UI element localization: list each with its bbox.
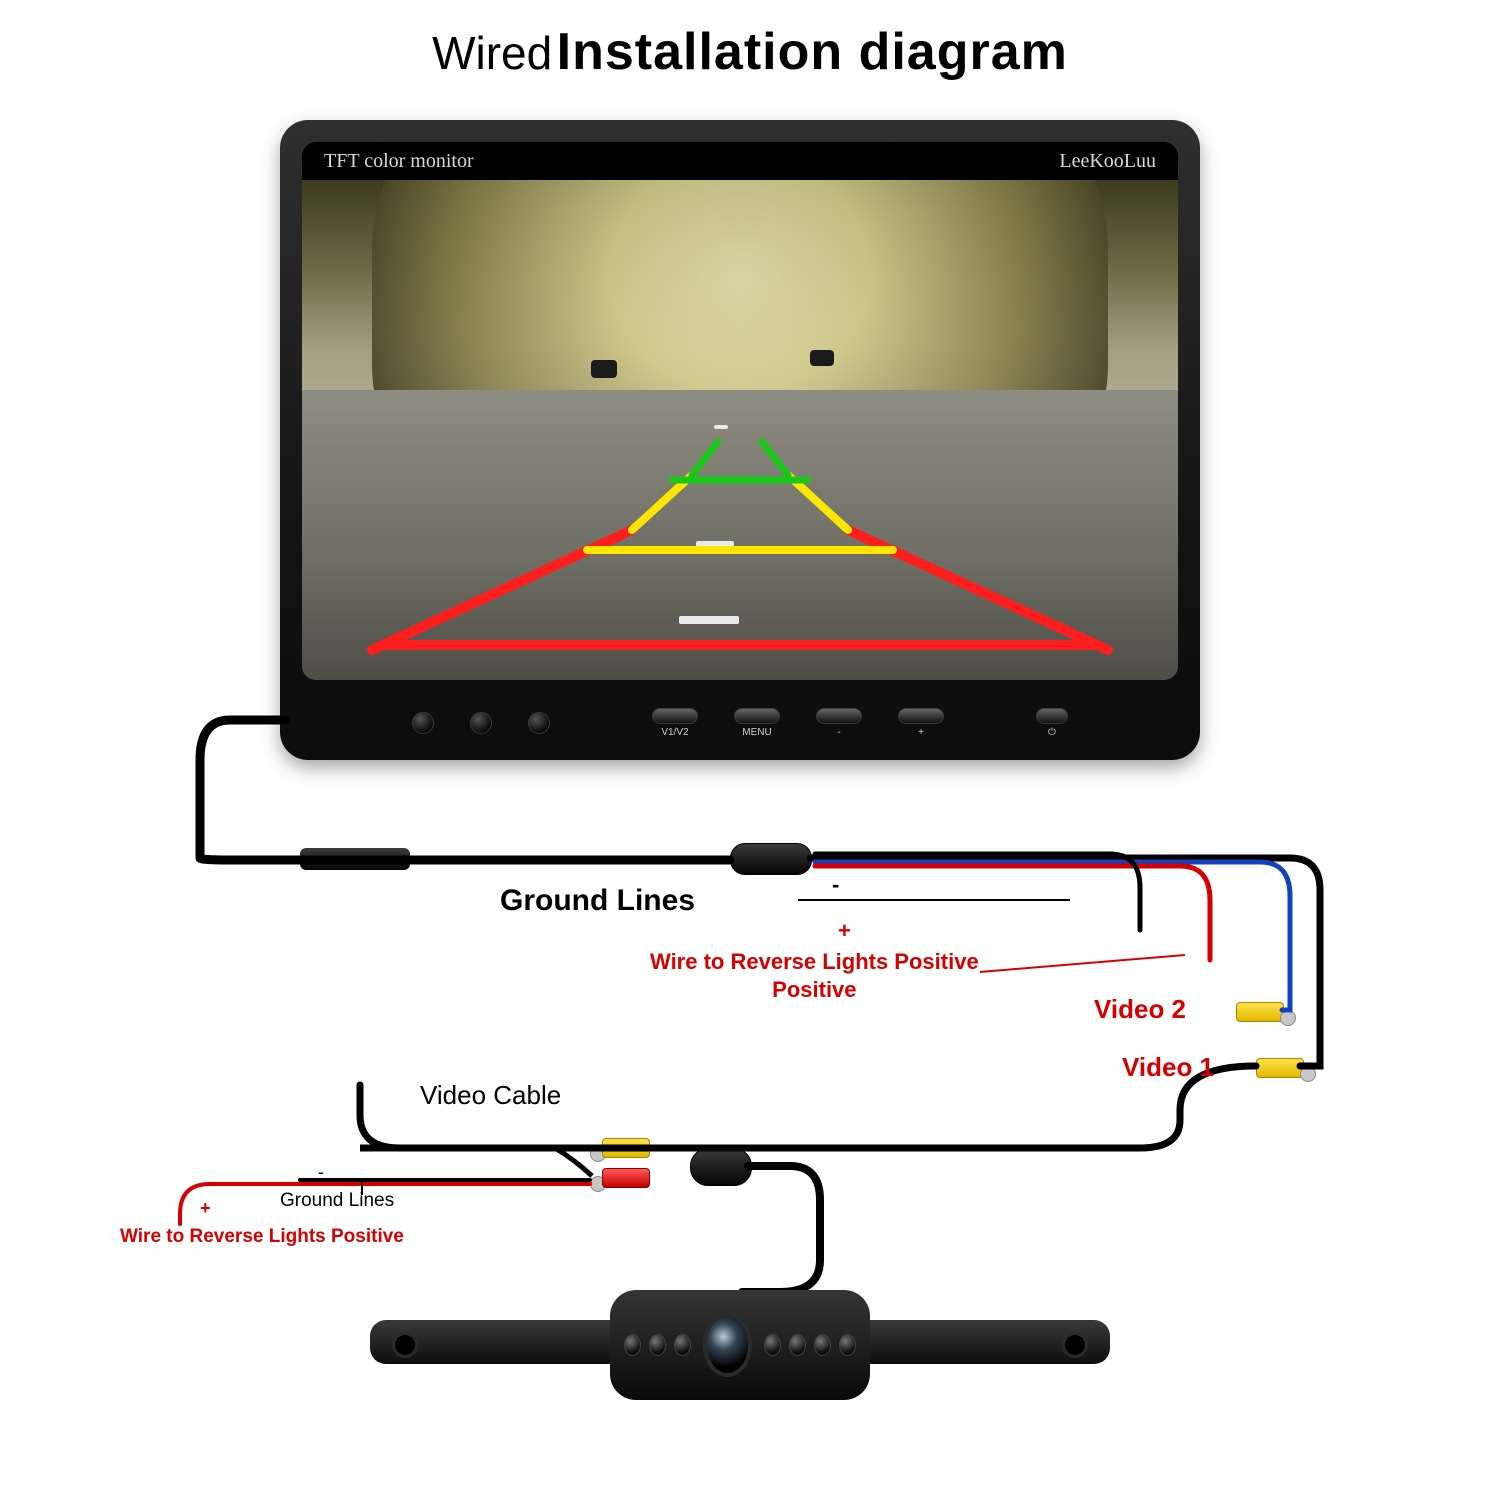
cable-ferrite (730, 843, 812, 875)
monitor-button-row: V1/V2 MENU - + ⏻ (280, 708, 1200, 738)
label-ground-top: Ground Lines (500, 884, 695, 918)
ir-led-icon (674, 1334, 691, 1356)
svg-text:+: + (838, 918, 851, 943)
camera-body (610, 1290, 870, 1400)
ir-led-icon (764, 1334, 781, 1356)
monitor-button[interactable] (470, 712, 492, 734)
rca-camera-video (590, 1138, 650, 1163)
monitor-bezel: TFT color monitor LeeKooLuu (280, 120, 1200, 760)
label-positive-bottom: Wire to Reverse Lights Positive (120, 1226, 404, 1248)
label-positive-top-line1: Wire to Reverse Lights Positive (650, 949, 979, 974)
monitor-button[interactable] (528, 712, 550, 734)
label-video1: Video 1 (1122, 1052, 1214, 1083)
monitor-label-left: TFT color monitor (324, 150, 474, 173)
diagram-canvas: Wired Installation diagram TFT color mon… (0, 0, 1500, 1500)
rca-video2 (1236, 1002, 1296, 1027)
monitor-top-labels: TFT color monitor LeeKooLuu (302, 150, 1178, 173)
svg-text:-: - (832, 872, 839, 897)
page-title: Wired Installation diagram (0, 22, 1500, 82)
cable-connector (300, 848, 410, 870)
title-thin: Wired (432, 27, 552, 79)
monitor-pill-menu[interactable]: MENU (734, 708, 780, 738)
ir-led-icon (839, 1334, 856, 1356)
mount-hole-icon (1062, 1332, 1088, 1358)
label-positive-top-line2: Positive (772, 977, 856, 1002)
monitor-pill-minus[interactable]: - (816, 708, 862, 738)
monitor-pill-v1v2[interactable]: V1/V2 (652, 708, 698, 738)
ir-led-icon (624, 1334, 641, 1356)
label-ground-bottom: Ground Lines (280, 1190, 394, 1212)
monitor-pill-plus[interactable]: + (898, 708, 944, 738)
ir-led-icon (814, 1334, 831, 1356)
label-video2: Video 2 (1094, 994, 1186, 1025)
camera-lens-icon (703, 1313, 753, 1377)
monitor-button[interactable] (412, 712, 434, 734)
svg-text:-: - (318, 1162, 324, 1182)
monitor-power-button[interactable]: ⏻ (1036, 708, 1068, 738)
camera-cable-joiner (690, 1148, 752, 1186)
svg-text:+: + (200, 1198, 211, 1218)
power-icon: ⏻ (1048, 727, 1056, 738)
monitor-label-right: LeeKooLuu (1059, 150, 1156, 173)
rca-video1 (1256, 1058, 1316, 1083)
label-video-cable: Video Cable (420, 1080, 561, 1111)
mount-hole-icon (392, 1332, 418, 1358)
rca-camera-power (590, 1168, 650, 1193)
monitor-screen-frame: TFT color monitor LeeKooLuu (302, 142, 1178, 680)
ir-led-icon (789, 1334, 806, 1356)
title-bold: Installation diagram (557, 23, 1068, 81)
parking-guide-overlay (302, 180, 1178, 680)
label-positive-top: Wire to Reverse Lights Positive Positive (650, 948, 979, 1003)
ir-led-icon (649, 1334, 666, 1356)
monitor-screen-image (302, 180, 1178, 680)
